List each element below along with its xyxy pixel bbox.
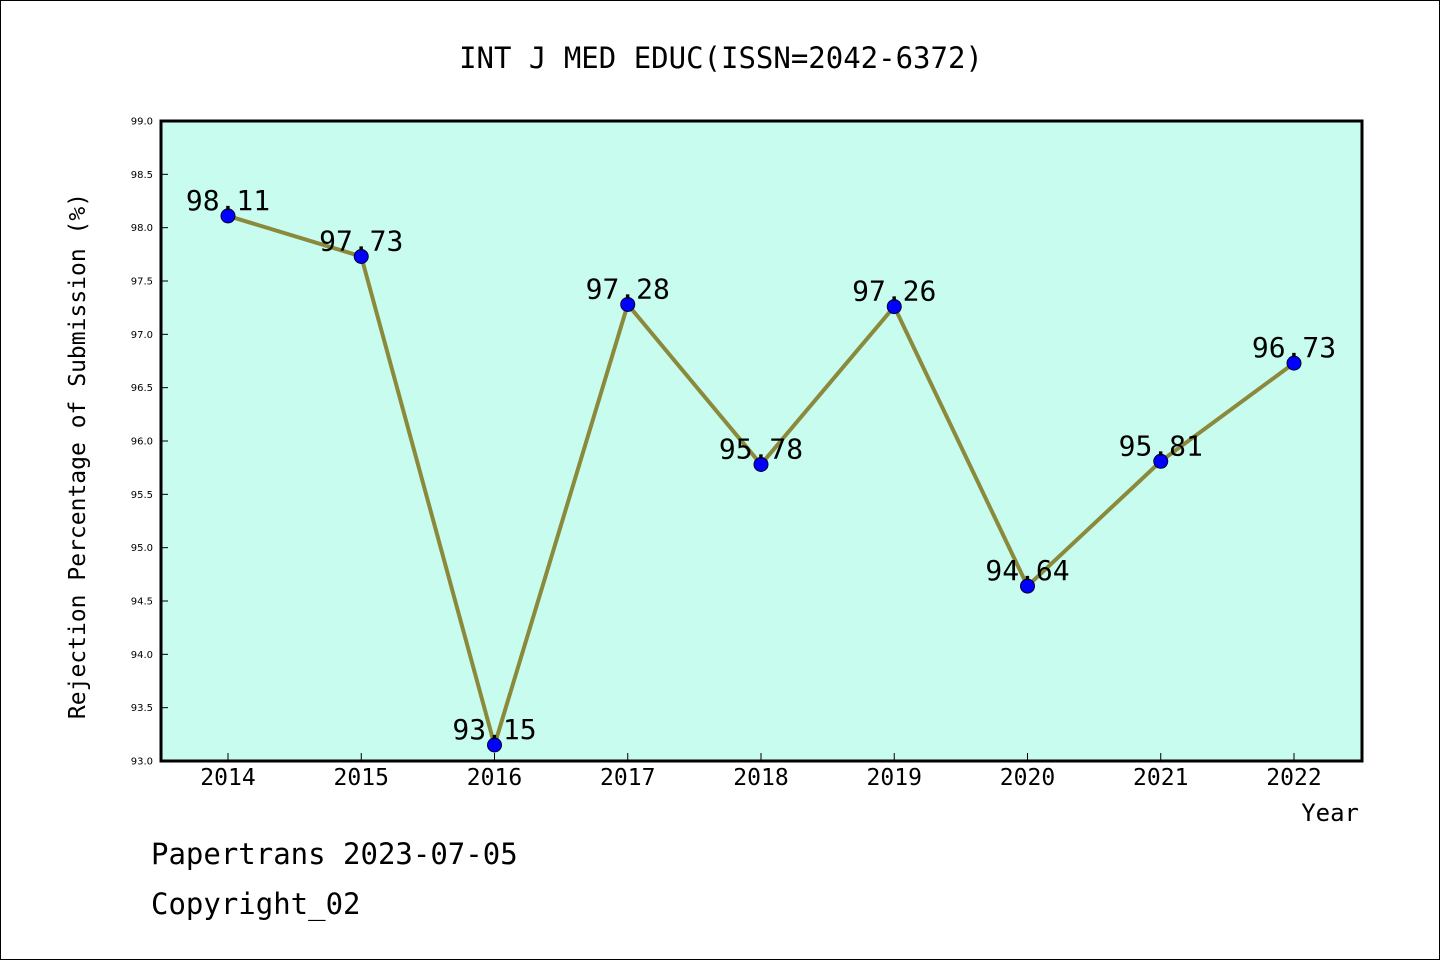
data-label: 97.28 bbox=[586, 272, 670, 305]
y-tick-label: 95.5 bbox=[131, 490, 153, 501]
x-tick-label: 2018 bbox=[733, 765, 788, 791]
data-point bbox=[487, 737, 502, 753]
y-axis-label: Rejection Percentage of Submission (%) bbox=[65, 193, 91, 719]
x-tick-label: 2021 bbox=[1133, 765, 1188, 791]
data-point bbox=[1286, 355, 1302, 371]
data-point bbox=[1153, 453, 1169, 469]
plot-area bbox=[159, 119, 1364, 763]
y-tick-label: 95.0 bbox=[131, 543, 153, 554]
data-point bbox=[886, 299, 902, 315]
data-label: 93.15 bbox=[452, 713, 536, 746]
footer-date: Papertrans 2023-07-05 bbox=[151, 837, 518, 871]
y-tick-label: 93.0 bbox=[131, 757, 153, 768]
y-tick-label: 94.5 bbox=[131, 597, 153, 608]
x-tick-label: 2017 bbox=[600, 765, 655, 791]
data-point bbox=[1020, 578, 1035, 594]
data-label: 98.11 bbox=[186, 184, 270, 217]
y-tick-label: 99.0 bbox=[131, 117, 153, 128]
data-label: 97.73 bbox=[319, 224, 403, 257]
data-point bbox=[220, 208, 236, 224]
y-tick-label: 98.0 bbox=[131, 223, 153, 234]
footer-copyright: Copyright_02 bbox=[151, 887, 361, 921]
data-markers bbox=[220, 208, 1302, 753]
y-tick-label: 93.5 bbox=[131, 703, 153, 714]
x-axis-label: Year bbox=[1301, 799, 1359, 827]
x-tick-label: 2019 bbox=[867, 765, 922, 791]
y-tick-label: 96.0 bbox=[131, 437, 153, 448]
x-tick-label: 2020 bbox=[1000, 765, 1055, 791]
x-tick-label: 2014 bbox=[200, 765, 255, 791]
data-label: 97.26 bbox=[852, 275, 936, 308]
data-label: 95.78 bbox=[719, 432, 803, 465]
x-tick-label: 2022 bbox=[1266, 765, 1321, 791]
x-tick-label: 2016 bbox=[467, 765, 522, 791]
data-point bbox=[620, 296, 636, 312]
data-label: 96.73 bbox=[1252, 331, 1336, 364]
x-tick-label: 2015 bbox=[334, 765, 389, 791]
y-tick-label: 98.5 bbox=[131, 170, 153, 181]
x-axis-ticks: 2014 2015 2016 2017 2018 2019 2020 2021 2022 bbox=[200, 753, 1322, 791]
y-tick-label: 96.5 bbox=[131, 383, 153, 394]
y-tick-label: 97.0 bbox=[131, 330, 153, 341]
data-labels: 98.11 97.73 93.15 97.28 95.78 97.26 94.64 95.81… bbox=[186, 184, 1336, 746]
data-label: 95.81 bbox=[1119, 429, 1203, 462]
data-point bbox=[753, 456, 769, 472]
chart-title: INT J MED EDUC(ISSN=2042-6372) bbox=[459, 41, 983, 75]
data-point bbox=[353, 248, 369, 264]
y-axis-ticks: 93.0 93.5 94.0 94.5 95.0 95.5 96.0 96.5 97.0 97.5… bbox=[131, 117, 168, 768]
y-tick-label: 94.0 bbox=[131, 650, 153, 661]
y-tick-label: 97.5 bbox=[131, 277, 153, 288]
data-label: 94.64 bbox=[985, 554, 1069, 587]
